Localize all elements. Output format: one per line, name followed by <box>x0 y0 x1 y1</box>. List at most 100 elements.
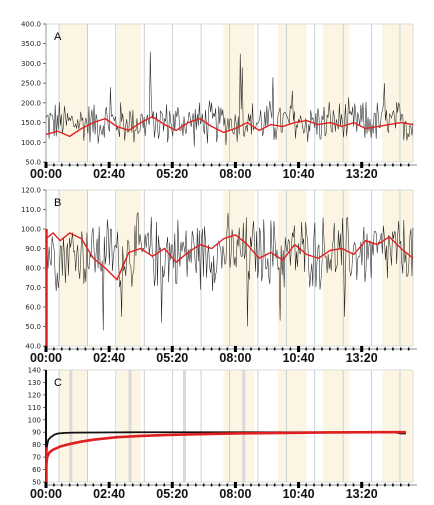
shaded-band <box>323 24 350 162</box>
y-tick-label: 80.0 <box>25 265 41 273</box>
x-minor-tick <box>195 163 197 167</box>
y-tick-label: 70 <box>32 454 41 462</box>
x-minor-tick <box>344 483 347 487</box>
x-minor-tick <box>116 347 118 351</box>
x-major-tick <box>170 162 174 168</box>
x-tick-label: 00:00 <box>30 167 62 181</box>
x-minor-tick <box>258 163 260 167</box>
x-major-tick <box>170 346 174 352</box>
panel-label: B <box>54 197 61 209</box>
shaded-band <box>117 190 141 346</box>
x-minor-tick <box>60 163 63 167</box>
x-minor-tick <box>305 163 307 167</box>
shaded-band <box>59 370 88 482</box>
x-minor-tick <box>384 347 386 351</box>
x-minor-tick <box>187 483 189 487</box>
y-tick-label: 120.0 <box>21 187 41 195</box>
x-minor-tick <box>368 483 371 487</box>
x-major-tick <box>107 162 111 168</box>
x-tick-label: 13:20 <box>346 167 378 181</box>
shaded-band <box>382 370 413 482</box>
x-minor-tick <box>163 163 166 167</box>
x-minor-tick <box>84 483 87 487</box>
x-minor-tick <box>53 163 55 167</box>
x-major-tick <box>107 346 111 352</box>
x-minor-tick <box>336 347 339 351</box>
x-minor-tick <box>53 483 55 487</box>
x-minor-tick <box>155 163 158 167</box>
x-minor-tick <box>187 347 189 351</box>
x-minor-tick <box>68 347 71 351</box>
x-minor-tick <box>352 163 355 167</box>
x-minor-tick <box>92 347 95 351</box>
shaded-band <box>382 24 413 162</box>
x-major-tick <box>107 482 111 488</box>
x-minor-tick <box>68 163 71 167</box>
y-tick-label: 120 <box>28 391 41 399</box>
x-minor-tick <box>100 163 102 167</box>
x-minor-tick <box>76 347 79 351</box>
y-tick-label: 50.0 <box>25 323 41 331</box>
x-tick-label: 00:00 <box>30 487 62 501</box>
x-minor-tick <box>273 347 276 351</box>
x-minor-tick <box>163 347 166 351</box>
x-minor-tick <box>124 347 126 351</box>
y-tick-label: 100 <box>28 416 41 424</box>
shaded-band <box>117 24 141 162</box>
x-major-tick <box>233 162 237 168</box>
x-minor-tick <box>313 347 315 351</box>
x-minor-tick <box>336 163 339 167</box>
x-minor-tick <box>202 347 205 351</box>
y-tick-label: 60.0 <box>25 304 41 312</box>
y-tick-label: 80 <box>32 441 41 449</box>
x-minor-tick <box>313 163 315 167</box>
x-minor-tick <box>226 163 229 167</box>
lower-series-line <box>44 430 406 468</box>
smoothed-series-line <box>45 115 414 138</box>
x-minor-tick <box>210 347 213 351</box>
shaded-band <box>278 370 307 482</box>
y-tick-label: 100.0 <box>21 139 41 147</box>
x-minor-tick <box>258 347 260 351</box>
y-tick-label: 60 <box>32 466 41 474</box>
x-minor-tick <box>218 483 221 487</box>
x-tick-label: 13:20 <box>346 351 378 365</box>
x-minor-tick <box>179 347 181 351</box>
x-minor-tick <box>100 347 102 351</box>
raw-series-line <box>45 212 414 331</box>
x-minor-tick <box>116 163 118 167</box>
x-minor-tick <box>384 483 386 487</box>
x-major-tick <box>233 346 237 352</box>
x-minor-tick <box>124 483 126 487</box>
x-minor-tick <box>100 483 102 487</box>
x-minor-tick <box>329 347 331 351</box>
y-tick-label: 100.0 <box>21 226 41 234</box>
y-tick-label: 130 <box>28 379 41 387</box>
x-minor-tick <box>273 483 276 487</box>
shaded-band <box>278 190 307 346</box>
x-minor-tick <box>313 483 315 487</box>
x-minor-tick <box>321 347 323 351</box>
x-minor-tick <box>116 483 118 487</box>
x-major-tick <box>297 346 301 352</box>
x-minor-tick <box>124 163 126 167</box>
x-minor-tick <box>407 483 410 487</box>
x-minor-tick <box>376 347 378 351</box>
x-minor-tick <box>131 347 134 351</box>
x-minor-tick <box>352 347 355 351</box>
x-major-tick <box>170 482 174 488</box>
x-minor-tick <box>368 163 371 167</box>
x-minor-tick <box>376 483 378 487</box>
smoothed-series-line <box>45 232 414 281</box>
panel-A: 400.0350.0300.0250.0200.0150.0100.050.00… <box>21 21 417 181</box>
x-tick-label: 10:40 <box>283 487 315 501</box>
x-minor-tick <box>392 483 394 487</box>
x-tick-label: 08:00 <box>219 167 251 181</box>
x-minor-tick <box>139 347 142 351</box>
x-minor-tick <box>202 483 205 487</box>
y-tick-label: 70.0 <box>25 284 41 292</box>
x-minor-tick <box>344 163 347 167</box>
x-minor-tick <box>344 347 347 351</box>
x-minor-tick <box>265 163 268 167</box>
shaded-band <box>223 24 255 162</box>
